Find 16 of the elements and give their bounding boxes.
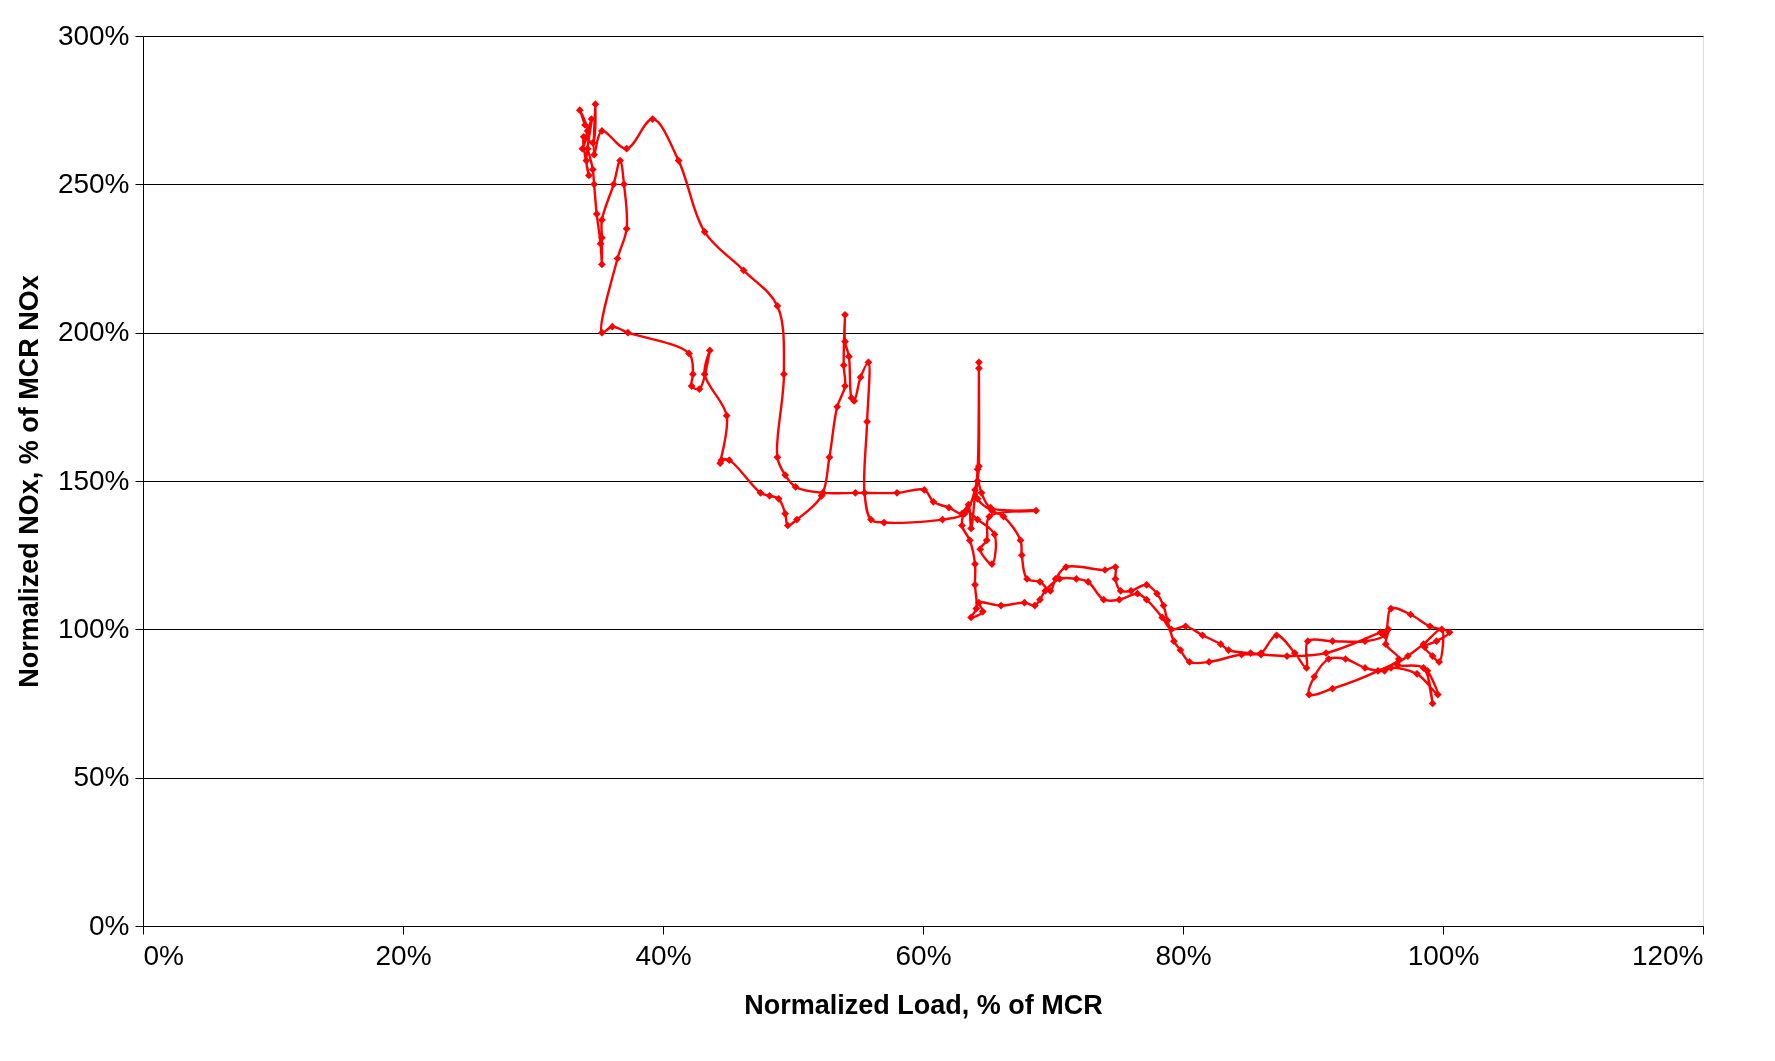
y-axis-title: Normalized NOx, % of MCR NOx	[13, 275, 44, 688]
x-axis-title: Normalized Load, % of MCR	[744, 989, 1103, 1020]
x-tick-label: 120%	[1631, 939, 1704, 971]
x-tick-label: 0%	[143, 939, 184, 971]
x-tick-label: 100%	[1407, 939, 1480, 971]
y-tick-label: 0%	[89, 909, 130, 941]
x-tick-label: 40%	[635, 939, 692, 971]
x-tick-label: 80%	[1155, 939, 1212, 971]
y-tick-label: 200%	[57, 316, 130, 348]
y-tick-label: 300%	[57, 19, 130, 51]
x-tick-label: 20%	[375, 939, 432, 971]
y-tick-label: 150%	[57, 464, 130, 496]
x-tick-label: 60%	[895, 939, 952, 971]
y-tick-label: 100%	[57, 612, 130, 644]
y-tick-label: 50%	[73, 761, 130, 793]
y-tick-label: 250%	[57, 167, 130, 199]
